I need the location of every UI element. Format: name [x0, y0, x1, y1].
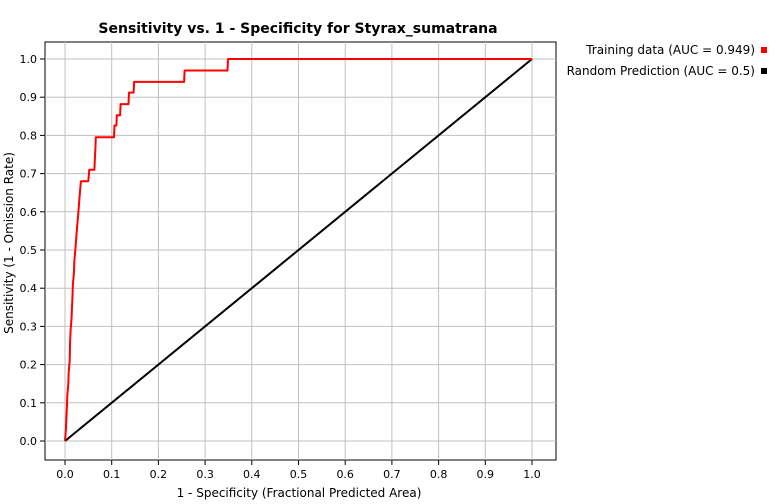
y-tick-label: 0.8 [20, 129, 38, 142]
y-tick-label: 0.9 [20, 91, 38, 104]
y-tick-label: 1.0 [20, 53, 38, 66]
series-layer [64, 58, 533, 442]
y-tick-label: 0.5 [20, 244, 38, 257]
x-tick-label: 1.0 [523, 468, 541, 481]
x-tick-label: 0.6 [336, 468, 354, 481]
x-tick-label: 0.8 [430, 468, 448, 481]
y-axis-label: Sensitivity (1 - Omission Rate) [2, 152, 16, 334]
x-tick-label: 0.7 [383, 468, 401, 481]
training-data-line [64, 58, 532, 442]
legend-swatch [761, 68, 767, 74]
x-tick-label: 0.2 [150, 468, 168, 481]
y-tick-label: 0.1 [20, 397, 38, 410]
y-tick-label: 0.0 [20, 435, 38, 448]
grid-lines [45, 42, 556, 460]
y-tick-label: 0.7 [20, 168, 38, 181]
x-tick-label: 0.0 [56, 468, 74, 481]
y-tick-label: 0.3 [20, 320, 38, 333]
legend-label: Training data (AUC = 0.949) [585, 43, 755, 57]
x-tick-label: 0.3 [196, 468, 214, 481]
y-tick-label: 0.2 [20, 359, 38, 372]
x-tick-label: 0.1 [103, 468, 121, 481]
random-prediction-line [64, 58, 533, 442]
chart-title: Sensitivity vs. 1 - Specificity for Styr… [98, 21, 497, 37]
x-tick-label: 0.9 [477, 468, 495, 481]
legend-label: Random Prediction (AUC = 0.5) [567, 64, 755, 78]
x-tick-label: 0.5 [290, 468, 308, 481]
legend: Training data (AUC = 0.949) Random Predic… [567, 43, 767, 78]
plot-area [44, 41, 557, 461]
x-tick-label: 0.4 [243, 468, 261, 481]
y-tick-label: 0.4 [20, 282, 38, 295]
legend-swatch [761, 47, 767, 53]
axis-ticks: 0.0 0.1 0.2 0.3 0.4 0.5 0.6 0.7 0.8 0.9 1.0 0.0 0.1 0… [20, 53, 541, 481]
x-axis-label: 1 - Specificity (Fractional Predicted Ar… [177, 486, 422, 500]
y-tick-label: 0.6 [20, 206, 38, 219]
